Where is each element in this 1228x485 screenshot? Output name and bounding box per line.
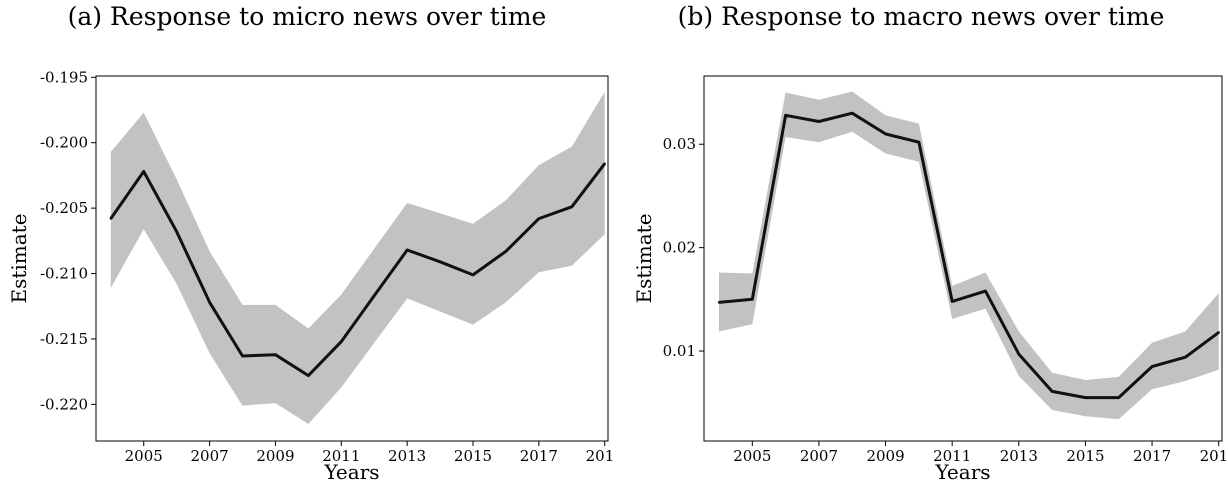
data-point: [1150, 365, 1154, 368]
x-tick-label: 2005: [733, 447, 771, 465]
data-point: [851, 112, 854, 115]
confidence-band: [110, 91, 605, 424]
data-point: [241, 354, 244, 358]
chart-title: (b) Response to macro news over time: [677, 2, 1165, 31]
data-point: [142, 170, 145, 173]
data-point: [307, 374, 310, 377]
x-tick-label: 2017: [1133, 447, 1171, 465]
x-axis-label: Years: [934, 460, 990, 484]
plot-frame: [703, 75, 1223, 442]
data-point: [208, 301, 211, 304]
data-point: [471, 273, 475, 277]
data-point: [751, 298, 754, 301]
data-point: [917, 141, 921, 144]
x-tick-label: 2007: [191, 447, 229, 465]
x-tick-label: 2005: [125, 447, 163, 465]
y-tick-label: -0.220: [40, 395, 88, 413]
y-axis-label: Estimate: [632, 213, 656, 303]
plot-frame: [95, 75, 609, 442]
y-tick-label: -0.200: [40, 134, 88, 152]
panel-macro-news: (b) Response to macro news over time 200…: [614, 0, 1228, 485]
data-point: [984, 289, 987, 293]
estimate-line: [718, 111, 1220, 400]
data-point: [717, 301, 721, 304]
data-point: [175, 230, 178, 233]
data-point: [784, 114, 787, 117]
data-point: [570, 205, 573, 208]
data-point: [1084, 396, 1087, 399]
x-tick-label: 2013: [1000, 447, 1038, 465]
data-point: [1117, 396, 1120, 399]
x-tick-label: 2015: [1066, 447, 1104, 465]
y-tick-label: 0.03: [663, 135, 696, 153]
confidence-band: [719, 91, 1219, 420]
data-point: [951, 300, 954, 303]
micro-news-chart: 2005 2007 2009 2011 2013 2015 2017 2019 -0.220 -0…: [7, 68, 614, 484]
data-point: [817, 120, 821, 123]
x-tick-label: 2019: [586, 447, 614, 465]
x-tick-label: 2015: [454, 447, 492, 465]
chart-title: (a) Response to micro news over time: [67, 2, 547, 31]
data-point: [1217, 331, 1220, 334]
x-tick-label: 2007: [800, 447, 838, 465]
x-axis-label: Years: [323, 460, 379, 484]
y-axis-label: Estimate: [7, 213, 31, 303]
macro-news-chart: 2005 2007 2009 2011 2013 2015 2017 2019 0.01 0.02…: [632, 75, 1228, 484]
estimate-line: [109, 162, 606, 378]
panel-micro-news: (a) Response to micro news over time 200…: [7, 2, 614, 484]
x-tick-label: 2013: [388, 447, 426, 465]
data-point: [504, 250, 508, 253]
data-point: [438, 260, 442, 263]
y-tick-label: 0.01: [663, 342, 696, 360]
data-point: [603, 162, 606, 165]
data-point: [1184, 356, 1187, 359]
y-tick-label: -0.215: [40, 330, 88, 348]
x-tick-label: 2011: [322, 447, 360, 465]
y-tick-label: -0.195: [40, 68, 88, 86]
x-tick-label: 2009: [866, 447, 904, 465]
data-point: [109, 217, 113, 220]
y-tick-label: 0.02: [663, 239, 696, 257]
x-tick-label: 2009: [256, 447, 294, 465]
data-point: [274, 353, 277, 356]
x-tick-label: 2017: [520, 447, 558, 465]
data-point: [406, 248, 409, 252]
data-point: [340, 340, 343, 343]
data-point: [537, 217, 541, 220]
data-point: [1050, 390, 1054, 393]
y-tick-label: -0.205: [40, 199, 88, 217]
x-tick-label: 2019: [1200, 447, 1228, 465]
data-point: [884, 132, 887, 136]
data-point: [1017, 352, 1020, 356]
y-tick-label: -0.210: [40, 265, 88, 283]
data-point: [373, 294, 376, 297]
x-tick-label: 2011: [933, 447, 971, 465]
